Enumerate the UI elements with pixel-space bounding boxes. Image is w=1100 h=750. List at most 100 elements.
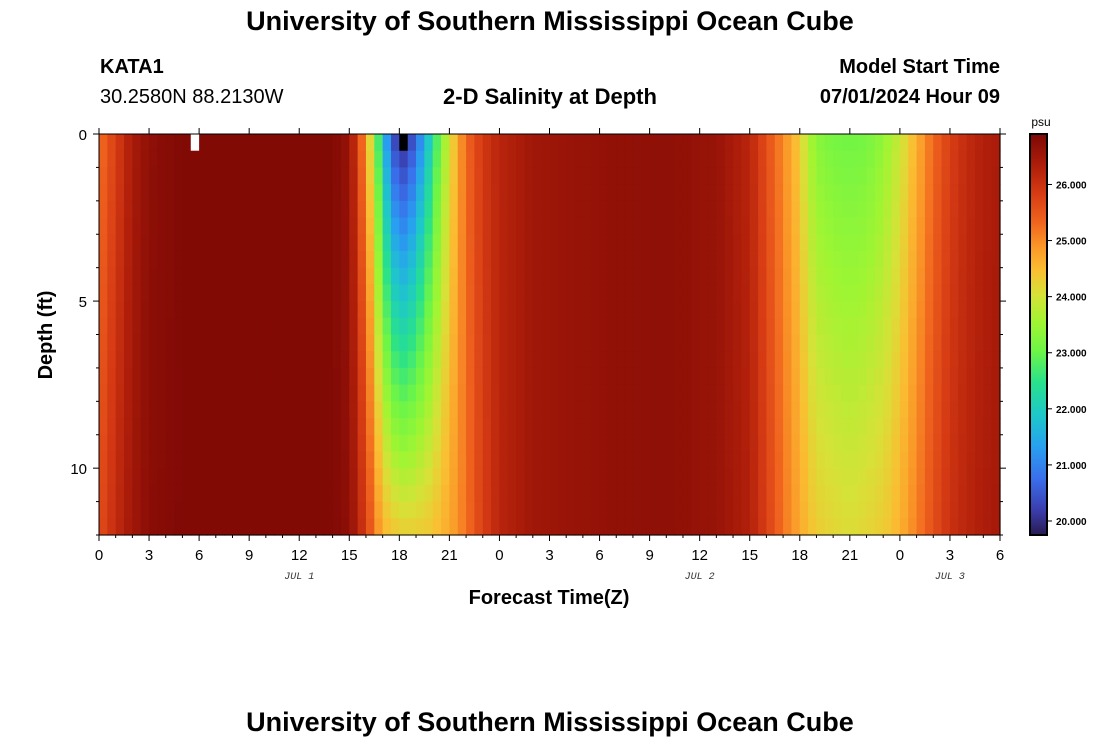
heatmap-cell — [165, 334, 175, 352]
heatmap-cell — [124, 501, 133, 519]
heatmap-cell — [874, 351, 884, 369]
heatmap-cell — [524, 200, 534, 219]
heatmap-cell — [708, 418, 717, 436]
heatmap-cell — [824, 284, 834, 302]
heatmap-cell — [432, 317, 442, 336]
heatmap-cell — [365, 301, 375, 319]
heatmap-cell — [566, 134, 576, 152]
heatmap-cell — [132, 184, 142, 202]
heatmap-cell — [357, 267, 367, 285]
heatmap-cell — [132, 317, 142, 336]
heatmap-cell — [816, 384, 826, 402]
heatmap-cell — [532, 518, 542, 536]
heatmap-cell — [390, 334, 400, 352]
heatmap-cell — [666, 518, 676, 536]
heatmap-cell — [924, 317, 934, 336]
heatmap-cell — [382, 150, 392, 169]
heatmap-cell — [441, 418, 450, 436]
heatmap-cell — [849, 384, 859, 402]
heatmap-cell — [449, 501, 459, 519]
heatmap-cell — [591, 167, 601, 185]
heatmap-cell — [99, 367, 108, 386]
heatmap-cell — [557, 501, 567, 519]
heatmap-cell — [499, 267, 509, 285]
heatmap-cell — [733, 484, 742, 503]
heatmap-cell — [632, 150, 642, 169]
y-tick-label: 5 — [79, 294, 87, 311]
model-start-time: 07/01/2024 Hour 09 — [819, 86, 1000, 108]
heatmap-cell — [657, 351, 667, 369]
heatmap-cell — [783, 150, 793, 169]
heatmap-cell — [824, 468, 834, 486]
heatmap-cell — [299, 351, 309, 369]
heatmap-cell — [382, 167, 392, 185]
heatmap-cell — [424, 434, 434, 453]
heatmap-cell — [282, 250, 292, 269]
heatmap-cell — [207, 384, 217, 402]
heatmap-cell — [449, 468, 459, 486]
heatmap-cell — [149, 418, 158, 436]
heatmap-cell — [199, 184, 209, 202]
heatmap-cell — [516, 451, 526, 469]
heatmap-cell — [783, 134, 793, 152]
heatmap-cell — [282, 468, 292, 486]
heatmap-cell — [232, 501, 242, 519]
heatmap-cell — [249, 401, 259, 419]
heatmap-cell — [699, 150, 709, 169]
heatmap-cell — [224, 250, 234, 269]
heatmap-cell — [991, 301, 1001, 319]
heatmap-cell — [599, 284, 609, 302]
heatmap-cell — [916, 317, 926, 336]
heatmap-cell — [924, 134, 934, 152]
heatmap-cell — [566, 451, 576, 469]
heatmap-cell — [883, 267, 893, 285]
heatmap-cell — [657, 150, 667, 169]
heatmap-cell — [749, 334, 759, 352]
heatmap-cell — [891, 134, 901, 152]
heatmap-cell — [632, 317, 642, 336]
heatmap-cell — [566, 200, 576, 219]
heatmap-cell — [541, 384, 551, 402]
heatmap-cell — [899, 217, 909, 235]
heatmap-cell — [983, 518, 993, 536]
heatmap-cell — [783, 200, 793, 219]
heatmap-cell — [916, 484, 926, 503]
heatmap-cell — [624, 184, 634, 202]
heatmap-cell — [833, 184, 843, 202]
heatmap-cell — [107, 200, 117, 219]
heatmap-cell — [866, 501, 876, 519]
heatmap-cell — [257, 134, 267, 152]
heatmap-cell — [357, 401, 367, 419]
heatmap-cell — [641, 501, 651, 519]
heatmap-cell — [841, 250, 851, 269]
heatmap-cell — [299, 468, 309, 486]
heatmap-cell — [340, 501, 350, 519]
heatmap-cell — [390, 250, 400, 269]
heatmap-cell — [207, 167, 217, 185]
heatmap-cell — [657, 384, 667, 402]
heatmap-cell — [991, 451, 1001, 469]
heatmap-cell — [165, 250, 175, 269]
heatmap-cell — [899, 418, 909, 436]
heatmap-cell — [507, 301, 517, 319]
heatmap-cell — [482, 434, 492, 453]
heatmap-cell — [916, 334, 926, 352]
heatmap-cell — [374, 484, 384, 503]
heatmap-cell — [165, 401, 175, 419]
heatmap-cell — [908, 150, 918, 169]
heatmap-cell — [324, 134, 334, 152]
heatmap-cell — [274, 384, 284, 402]
heatmap-cell — [666, 150, 676, 169]
heatmap-cell — [190, 367, 200, 386]
heatmap-cell — [933, 301, 943, 319]
heatmap-cell — [499, 367, 509, 386]
heatmap-cell — [716, 401, 726, 419]
heatmap-cell — [249, 334, 259, 352]
heatmap-cell — [958, 434, 968, 453]
heatmap-cell — [974, 518, 984, 536]
heatmap-cell — [474, 518, 484, 536]
heatmap-cell — [799, 451, 809, 469]
heatmap-cell — [641, 468, 651, 486]
heatmap-cell — [315, 284, 325, 302]
heatmap-cell — [883, 134, 893, 152]
